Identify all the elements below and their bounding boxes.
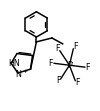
Text: F: F	[86, 63, 90, 72]
Text: F: F	[55, 44, 60, 53]
Text: F: F	[56, 76, 60, 85]
Text: F: F	[49, 59, 53, 68]
Text: P: P	[67, 61, 72, 70]
Text: F: F	[74, 42, 78, 51]
Text: F: F	[76, 78, 80, 87]
Text: HN: HN	[8, 59, 20, 68]
Text: +: +	[22, 69, 27, 74]
Text: N: N	[15, 70, 21, 79]
Text: ·: ·	[71, 59, 74, 68]
